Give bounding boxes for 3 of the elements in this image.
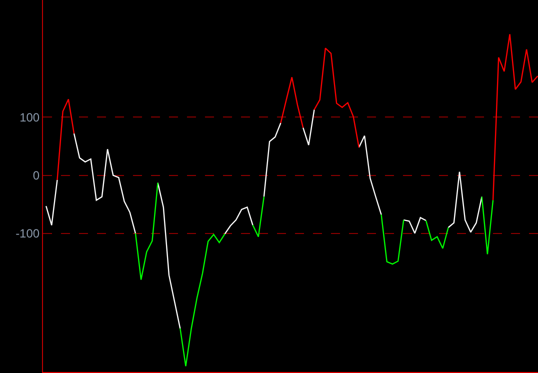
y-tick-label: -100	[16, 226, 40, 240]
y-tick-label: 100	[20, 110, 40, 124]
y-tick-label: 0	[32, 168, 40, 182]
